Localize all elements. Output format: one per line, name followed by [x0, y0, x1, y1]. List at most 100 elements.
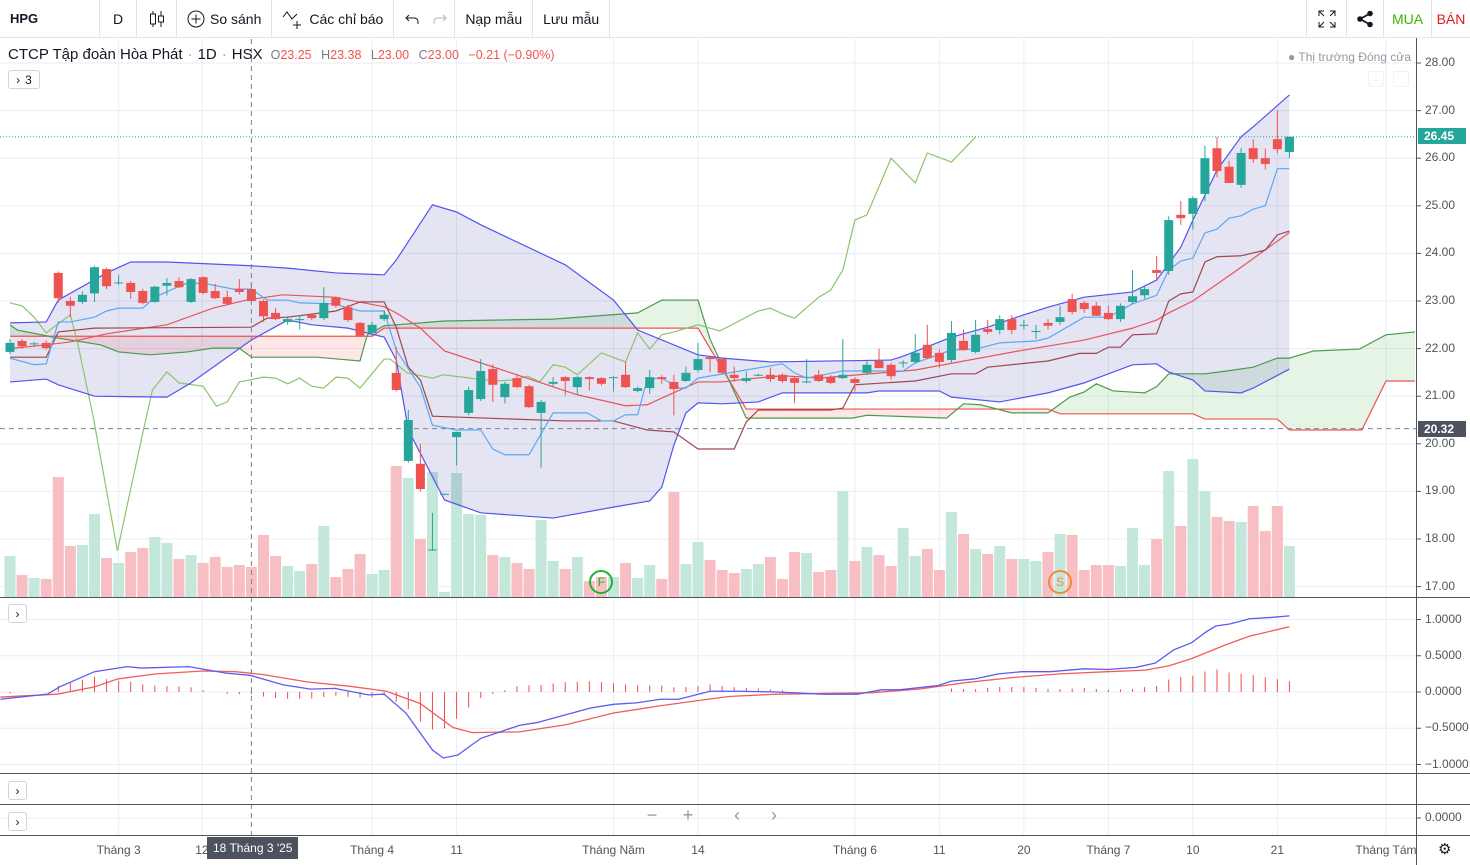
volume-bar	[28, 578, 40, 597]
macd-axis-label: −1.0000	[1425, 756, 1469, 771]
cloud-segment	[758, 409, 765, 419]
cloud-segment	[1343, 349, 1350, 430]
top-toolbar: HPG D So sánh Các chỉ báo Nạp mẫu Lưu mẫ…	[0, 0, 1470, 38]
cloud-segment	[468, 320, 475, 329]
indicators-collapse-button[interactable]: › 3	[8, 70, 40, 89]
main-pane	[4, 94, 1416, 597]
chevron-right-icon: ›	[15, 783, 20, 798]
candle	[1067, 293, 1077, 315]
candle	[440, 493, 450, 496]
candle	[464, 386, 474, 416]
volume-bar	[306, 564, 318, 597]
cloud-segment	[1229, 369, 1236, 420]
cloud-segment	[1096, 383, 1103, 414]
candle	[258, 299, 268, 322]
candle-body	[802, 381, 812, 383]
volume-bar	[970, 549, 982, 597]
zoom-out-button[interactable]: −	[646, 805, 658, 825]
volume-bar	[40, 579, 52, 597]
load-template-button[interactable]: Nạp mẫu	[455, 0, 534, 38]
cloud-segment	[1379, 334, 1386, 394]
candle	[5, 339, 15, 355]
zoom-in-button[interactable]: +	[682, 805, 694, 825]
time-axis-settings-icon[interactable]: ⚙	[1438, 841, 1452, 858]
chart-type-button[interactable]	[137, 0, 177, 38]
volume-bar	[1102, 565, 1114, 597]
event-marker-f[interactable]: F	[589, 570, 614, 594]
volume-bar	[945, 512, 957, 597]
candle-body	[765, 374, 775, 380]
cloud-segment	[209, 336, 216, 349]
cloud-segment	[909, 409, 916, 417]
cloud-segment	[939, 409, 946, 419]
candle	[234, 279, 244, 295]
interval-button[interactable]: D	[100, 0, 137, 38]
cloud-segment	[746, 409, 753, 419]
buy-button[interactable]: MUA	[1383, 0, 1431, 38]
candle-body	[633, 388, 643, 391]
volume-bar	[668, 492, 680, 597]
macd-signal-line	[0, 626, 1290, 734]
candle	[1115, 303, 1125, 322]
cloud-segment	[529, 319, 536, 329]
moving-average-line	[9, 231, 1290, 407]
share-button[interactable]	[1346, 0, 1383, 38]
indicators-button[interactable]: Các chỉ báo	[272, 0, 395, 38]
cloud-segment	[1223, 370, 1230, 420]
candle-body	[1140, 289, 1150, 296]
compare-button[interactable]: So sánh	[177, 0, 273, 38]
volume-bar	[330, 577, 342, 597]
candle	[488, 364, 498, 402]
fullscreen-button[interactable]	[1306, 0, 1346, 38]
pane3-axis-label: 0.0000	[1425, 810, 1462, 824]
candle	[138, 288, 148, 305]
pane3-expand-button[interactable]: ›	[8, 781, 27, 800]
cloud-segment	[1035, 409, 1042, 413]
event-marker-s[interactable]: S	[1048, 570, 1073, 594]
settings-square-icon[interactable]	[1393, 71, 1409, 87]
volume-bar	[76, 545, 88, 597]
undo-redo-group	[394, 0, 456, 38]
volume-bar	[149, 537, 161, 597]
price-axis-label: 18.00	[1425, 531, 1456, 545]
candle-body	[65, 301, 75, 306]
cloud-segment	[311, 336, 318, 358]
cloud-segment	[106, 336, 113, 350]
scroll-right-button[interactable]: ›	[771, 805, 777, 825]
candle	[609, 376, 618, 392]
legend-interval: 1D	[197, 46, 217, 63]
candle-body	[850, 379, 860, 383]
volume-bar	[559, 569, 571, 597]
candle-body	[367, 324, 377, 333]
cloud-segment	[921, 409, 928, 418]
cloud-segment	[885, 409, 892, 417]
candle-body	[319, 302, 329, 319]
candle	[898, 360, 908, 368]
macd-pane-expand-button[interactable]: ›	[8, 604, 27, 623]
save-template-button[interactable]: Lưu mẫu	[533, 0, 611, 38]
sell-button[interactable]: BÁN	[1431, 0, 1470, 38]
scroll-left-button[interactable]: ‹	[734, 805, 740, 825]
time-axis-label: 10	[1186, 843, 1200, 857]
cloud-segment	[1090, 383, 1097, 414]
volume-bar	[439, 592, 451, 597]
symbol-search-button[interactable]: HPG	[0, 0, 100, 38]
candle	[1224, 160, 1234, 183]
candle-body	[1188, 198, 1198, 214]
candle-body	[162, 282, 172, 286]
price-axis-label: 25.00	[1425, 197, 1456, 212]
candle-body	[729, 374, 739, 379]
redo-icon[interactable]	[432, 12, 448, 26]
fullscreen-icon	[1318, 10, 1336, 28]
volume-bar	[608, 577, 619, 597]
undo-icon[interactable]	[404, 12, 420, 26]
cloud-segment	[1017, 409, 1024, 413]
time-axis-label: 11	[933, 843, 946, 857]
pane4-expand-button[interactable]: ›	[8, 812, 27, 831]
close-key: C	[418, 48, 428, 62]
scroll-down-icon[interactable]: ↓	[1368, 71, 1384, 87]
cloud-segment	[1337, 349, 1344, 430]
candle-body	[198, 277, 208, 293]
candle	[802, 359, 812, 384]
